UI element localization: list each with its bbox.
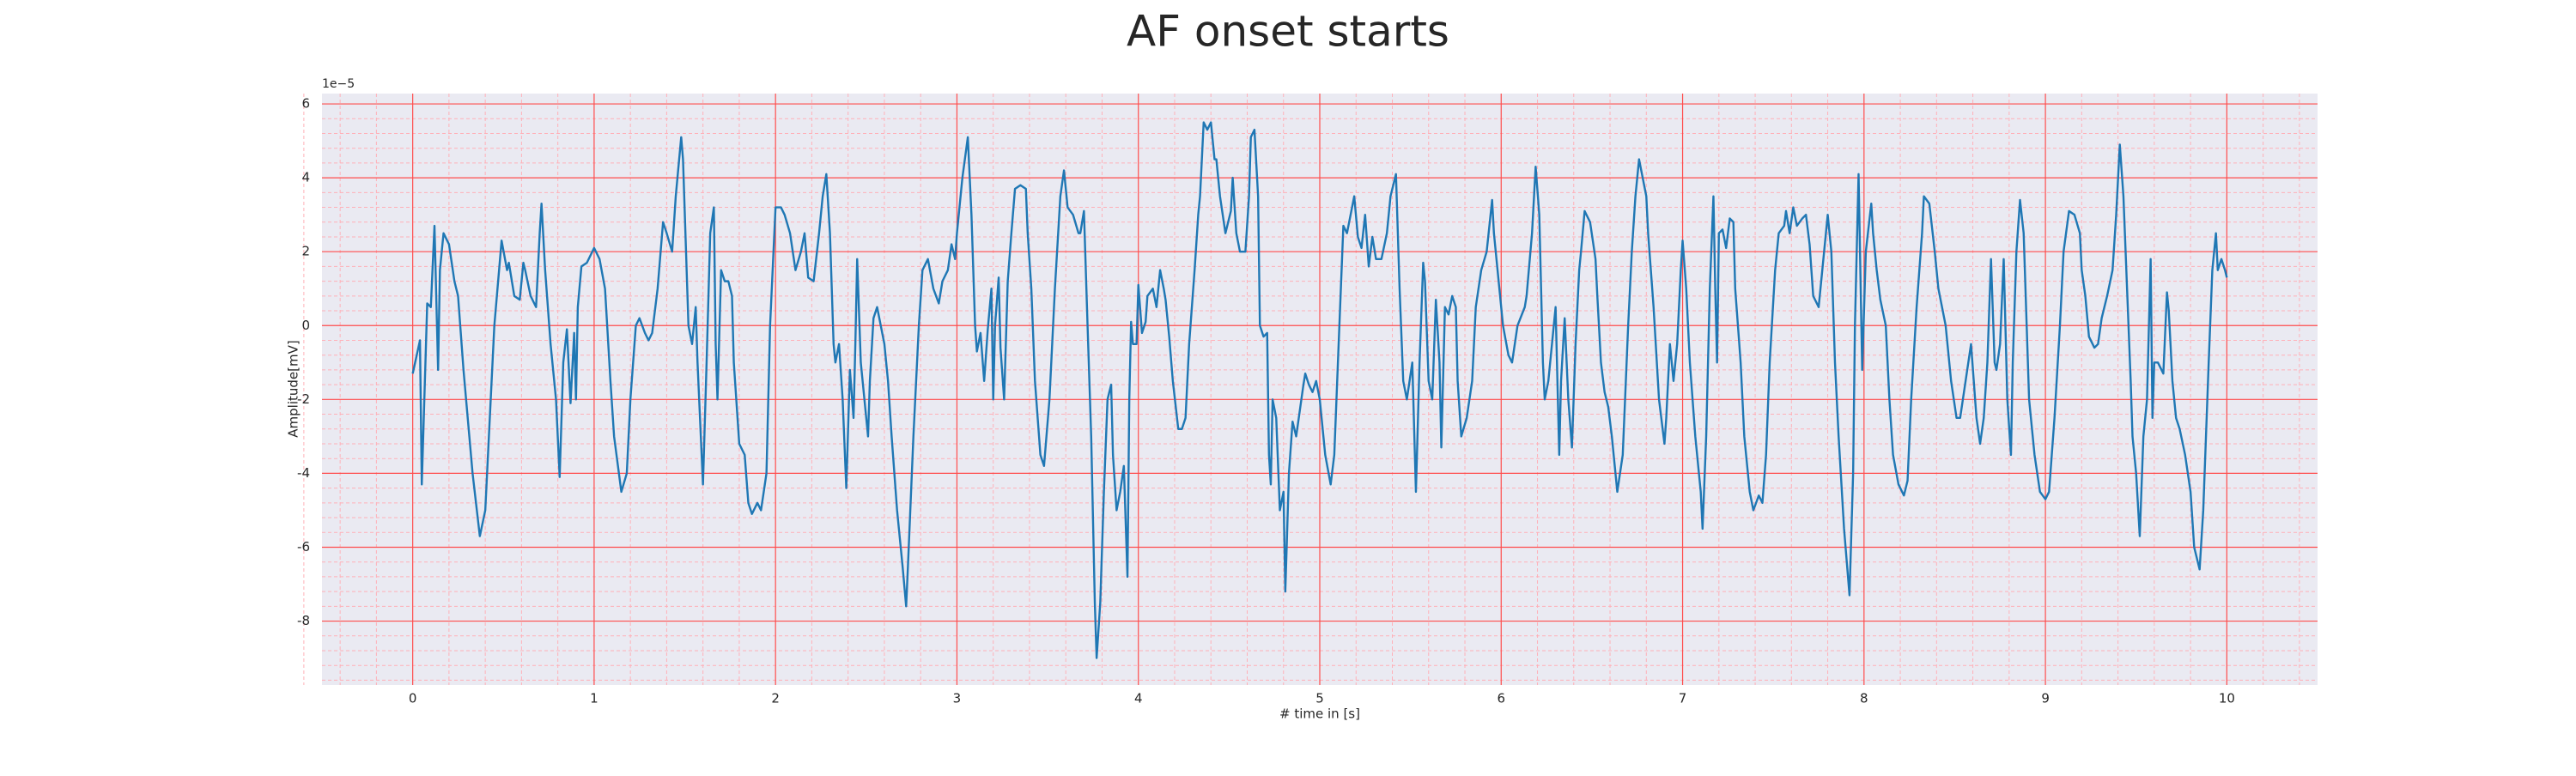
y-tick-label: 6: [301, 96, 310, 112]
x-tick-label: 9: [2041, 691, 2050, 706]
x-tick-label: 2: [771, 691, 780, 706]
y-tick-label: 0: [301, 318, 310, 333]
x-tick-label: 6: [1497, 691, 1505, 706]
y-tick-label: -6: [297, 539, 310, 555]
y-offset-text: 1e−5: [322, 77, 355, 91]
x-axis-label: # time in [s]: [1279, 706, 1360, 722]
y-tick-label: -8: [297, 613, 310, 628]
x-tick-label: 0: [409, 691, 417, 706]
data-line: [411, 121, 2228, 659]
y-tick-label: -4: [297, 465, 310, 481]
y-tick-label: -2: [297, 391, 310, 407]
y-tick-label: 4: [301, 170, 310, 185]
x-tick-label: 4: [1134, 691, 1143, 706]
x-tick-label: 1: [590, 691, 598, 706]
plot-data: [411, 121, 2228, 659]
x-tick-label: 5: [1315, 691, 1324, 706]
y-axis-label: Amplitude[mV]: [286, 340, 301, 437]
x-tick-label: 8: [1860, 691, 1868, 706]
x-tick-label: 3: [953, 691, 962, 706]
chart-title: AF onset starts: [1127, 7, 1449, 57]
x-tick-label: 10: [2219, 691, 2235, 706]
y-tick-label: 2: [301, 244, 310, 259]
x-tick-label: 7: [1679, 691, 1687, 706]
